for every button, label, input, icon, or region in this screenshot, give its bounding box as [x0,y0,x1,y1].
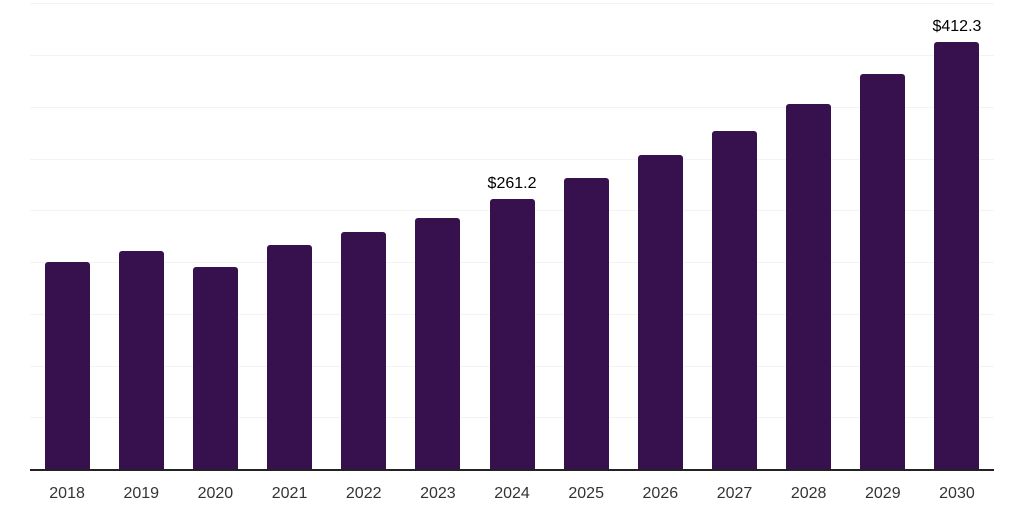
bar-2023 [415,217,461,469]
bar-2029 [860,73,906,469]
bar-2019 [118,250,164,469]
bar-slot-2019 [104,0,178,469]
bars-group: $261.2 $412.3 [30,0,994,469]
bar-value-label-2030: $412.3 [932,18,982,36]
x-axis-label-2020: 2020 [197,485,234,502]
bar-2024 [489,198,535,469]
x-axis-label-2021: 2021 [271,485,308,502]
bar-2030 [934,42,980,469]
x-axis-label-2029: 2029 [865,485,901,502]
bar-slot-2028 [772,0,846,469]
bar-slot-2026 [623,0,697,469]
x-axis-label-2027: 2027 [716,485,753,502]
bar-slot-2022 [327,0,401,469]
x-axis-label-2019: 2019 [123,485,160,502]
bar-2021 [267,245,313,469]
bar-slot-2027 [697,0,771,469]
x-axis-line [30,469,994,471]
x-axis-label-2026: 2026 [642,485,679,502]
bar-slot-2030: $412.3 [920,0,994,469]
x-axis-label-2025: 2025 [568,485,604,502]
x-axis-labels-group: 2018 2019 2020 2021 2022 2023 2024 2025 2026 2027… [30,484,994,503]
bar-slot-2024: $261.2 [475,0,549,469]
x-axis-label-2024: 2024 [494,485,530,502]
bar-slot-2018 [30,0,104,469]
gridline [30,158,994,160]
bar-2027 [711,130,757,469]
bar-slot-2029 [846,0,920,469]
bar-value-label-2024: $261.2 [487,174,537,192]
bar-2025 [563,178,609,469]
x-axis-label-2028: 2028 [790,485,827,502]
bar-2026 [637,155,683,469]
bar-slot-2023 [401,0,475,469]
bar-2020 [192,267,238,469]
x-axis-label-2023: 2023 [420,485,456,502]
x-axis-label-2018: 2018 [49,485,85,502]
x-axis-label-2030: 2030 [939,485,975,502]
gridline [30,106,994,108]
bar-2028 [786,103,832,469]
gridline [30,55,994,57]
bar-slot-2021 [252,0,326,469]
gridline [30,3,994,5]
bar-2022 [341,232,387,469]
x-axis-label-2022: 2022 [345,485,382,502]
bar-2018 [44,262,90,469]
bar-slot-2025 [549,0,623,469]
bar-slot-2020 [178,0,252,469]
